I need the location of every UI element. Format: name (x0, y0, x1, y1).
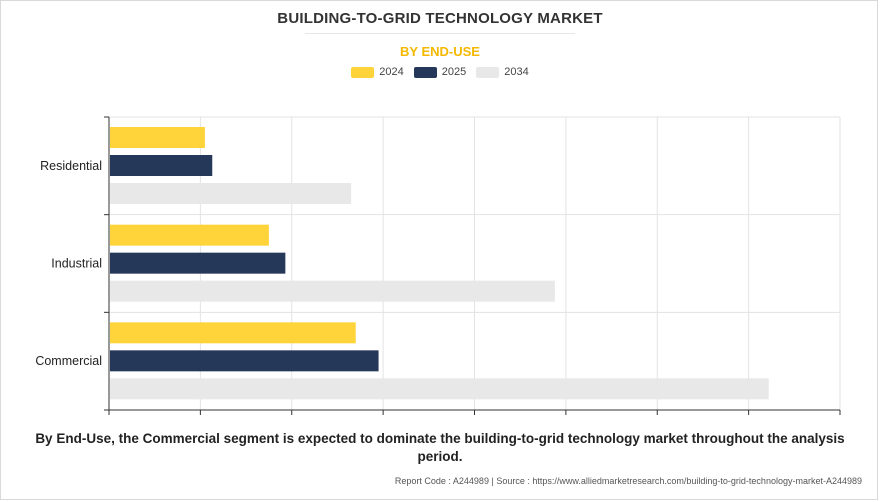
report-code: Report Code : A244989 (394, 476, 489, 486)
legend-swatch-2024 (351, 66, 375, 78)
bar-industrial-2024 (110, 224, 269, 246)
bar-residential-2034 (110, 183, 352, 204)
source-link[interactable]: Source : https://www.alliedmarketresearc… (496, 476, 862, 486)
category-label-industrial: Industrial (51, 257, 102, 271)
bar-layer (110, 127, 769, 400)
legend-label-2025: 2025 (441, 66, 467, 78)
bar-residential-2025 (110, 155, 213, 176)
bar-industrial-2034 (110, 280, 555, 302)
bar-commercial-2034 (110, 378, 769, 400)
bar-commercial-2024 (110, 322, 356, 344)
footer-separator: | (491, 476, 494, 486)
axis-layer: Residential Industrial Commercial (35, 116, 841, 415)
legend-item-2024[interactable]: 2024 (351, 66, 404, 78)
legend-label-2034: 2034 (504, 66, 529, 78)
bar-commercial-2025 (110, 350, 379, 372)
bar-residential-2024 (110, 127, 205, 148)
chart-subtitle: BY END-USE (400, 44, 480, 59)
legend: 2024 2025 2034 (0, 66, 880, 78)
legend-item-2025[interactable]: 2025 (413, 66, 467, 78)
footer: Report Code : A244989 | Source : https:/… (395, 476, 862, 486)
category-label-residential: Residential (40, 159, 102, 173)
bar-industrial-2025 (110, 252, 286, 274)
legend-swatch-2025 (413, 66, 437, 78)
legend-label-2024: 2024 (379, 66, 404, 78)
legend-swatch-2034 (476, 66, 500, 78)
legend-item-2034[interactable]: 2034 (476, 66, 529, 78)
title-divider (305, 33, 575, 34)
chart-caption: By End-Use, the Commercial segment is ex… (35, 431, 845, 464)
chart-title: BUILDING-TO-GRID TECHNOLOGY MARKET (277, 10, 603, 27)
category-label-commercial: Commercial (35, 354, 102, 368)
